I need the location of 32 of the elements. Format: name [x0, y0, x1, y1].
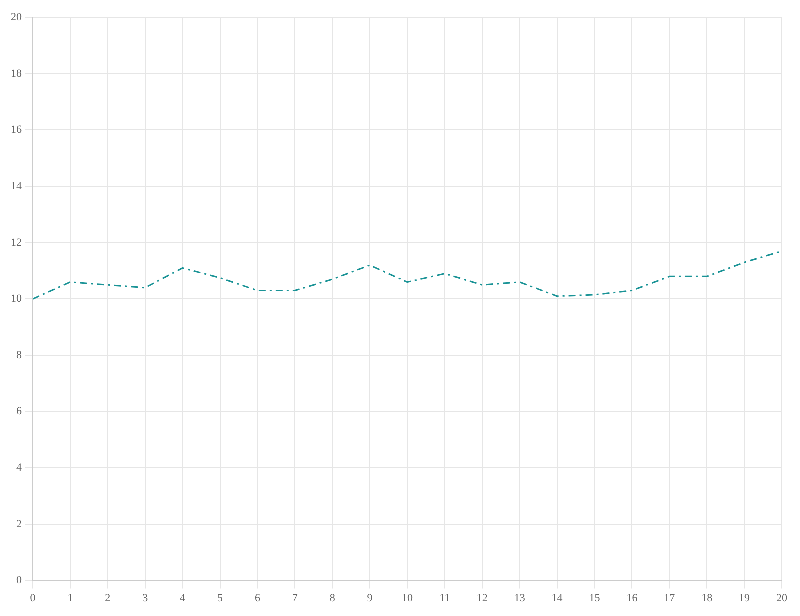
y-tick-label: 16 [11, 124, 22, 136]
x-tick-label: 14 [552, 592, 564, 604]
x-tick-label: 7 [292, 592, 298, 604]
y-tick-label: 18 [11, 68, 22, 80]
x-tick-label: 5 [218, 592, 224, 604]
x-tick-label: 0 [30, 592, 36, 604]
y-tick-label: 6 [16, 406, 22, 418]
y-tick-label: 4 [16, 462, 22, 474]
x-tick-label: 13 [514, 592, 526, 604]
y-tick-label: 8 [16, 349, 22, 362]
x-tick-label: 12 [476, 592, 488, 604]
x-tick-label: 8 [330, 592, 336, 604]
y-tick-label: 10 [11, 293, 22, 306]
y-tick-label: 2 [16, 518, 22, 530]
x-tick-label: 11 [440, 592, 450, 604]
x-tick-label: 9 [367, 592, 374, 604]
y-tick-label: 0 [16, 574, 22, 587]
y-tick-label: 20 [11, 11, 22, 24]
x-tick-label: 18 [702, 592, 714, 604]
x-tick-label: 20 [776, 592, 788, 604]
x-tick-label: 19 [739, 592, 751, 604]
x-tick-label: 17 [664, 592, 676, 604]
x-tick-label: 16 [626, 592, 638, 604]
x-tick-label: 15 [589, 592, 601, 604]
y-tick-label: 12 [11, 236, 22, 249]
x-tick-label: 6 [254, 592, 261, 604]
x-tick-label: 3 [142, 592, 149, 604]
x-tick-label: 10 [402, 592, 414, 604]
x-tick-label: 4 [180, 592, 186, 604]
y-tick-label: 14 [11, 180, 22, 192]
x-tick-label: 2 [105, 592, 111, 604]
x-tick-label: 1 [68, 592, 74, 604]
